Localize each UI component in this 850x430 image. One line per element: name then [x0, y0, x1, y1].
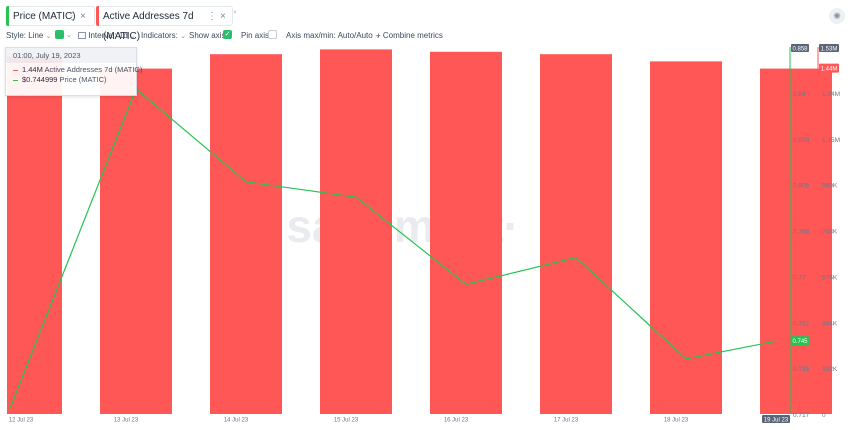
- tooltip-price-value: $0.744999: [22, 75, 58, 84]
- bar-active-addresses: [650, 61, 722, 415]
- tab-price[interactable]: Price (MATIC) ⋮ × ᵛ: [6, 6, 98, 26]
- bar-active-addresses: [430, 51, 502, 414]
- pin-axis-label: Pin axis: [241, 31, 270, 40]
- x-axis-tick-label: 18 Jul 23: [664, 418, 689, 424]
- settings-icon[interactable]: ✺: [829, 8, 845, 24]
- x-axis-tick-label: 19 Jul 23: [764, 418, 789, 424]
- chevron-down-icon: ⌄: [130, 33, 136, 40]
- chevron-down-icon: ⌄: [45, 33, 52, 40]
- price-axis-tick-label: 0.788: [793, 229, 810, 236]
- x-axis-tick-label: 14 Jul 23: [224, 418, 249, 424]
- show-axis-checkbox[interactable]: ✓: [223, 30, 232, 39]
- price-axis-max-label: 0.858: [792, 47, 808, 53]
- tooltip-addresses-value: 1.44M: [22, 65, 43, 74]
- tab-price-label: Price (MATIC): [13, 11, 76, 22]
- bar-active-addresses: [100, 68, 172, 415]
- price-axis-tick-label: 0.84: [793, 91, 806, 98]
- price-axis-tick-label: 0.735: [793, 366, 810, 373]
- tooltip-price-row: $0.744999 Price (MATIC): [6, 75, 136, 85]
- tooltip-addresses-row: 1.44M Active Addresses 7d (MATIC): [6, 65, 142, 75]
- price-last-value-badge: [791, 336, 809, 346]
- price-swatch: [13, 79, 18, 81]
- addresses-axis-max-label: 1.53M: [821, 47, 838, 53]
- indicators-select[interactable]: Indicators: ⌄: [141, 31, 186, 40]
- pin-axis-checkbox[interactable]: [268, 30, 277, 39]
- chevron-down-icon[interactable]: ⌄: [66, 32, 72, 39]
- axis-minmax-select[interactable]: Axis max/min: Auto/Auto ⌄: [286, 31, 381, 40]
- interval-label: Interval: 1d: [88, 31, 128, 40]
- pro-badge-icon: ᵛ: [233, 10, 236, 17]
- bar-active-addresses: [320, 49, 392, 415]
- metric-tabs: Price (MATIC) ⋮ × ᵛ Active Addresses 7d …: [0, 0, 850, 42]
- chevron-down-icon: ⌄: [180, 33, 187, 40]
- bar-active-addresses: [210, 54, 282, 415]
- price-axis-tick-label: 0.717: [793, 412, 810, 419]
- tooltip-date: 01:00, July 19, 2023: [6, 48, 136, 63]
- combine-metrics-label: Combine metrics: [382, 31, 443, 40]
- x-axis-tick-label: 13 Jul 23: [114, 418, 139, 424]
- plus-icon: +: [376, 31, 381, 40]
- price-last-value-label: 0.745: [792, 339, 808, 345]
- x-axis-tick-label: 16 Jul 23: [444, 418, 469, 424]
- tab-active-addresses[interactable]: Active Addresses 7d (MATIC) ⋮ × ᵛ: [96, 6, 236, 42]
- addresses-axis-tick-label: 0: [822, 412, 826, 419]
- tab-active-addresses-label: Active Addresses 7d (MATIC): [103, 11, 194, 42]
- price-axis-tick-label: 0.77: [793, 274, 806, 281]
- combine-metrics-button[interactable]: + Combine metrics: [376, 31, 443, 40]
- price-line: [9, 87, 777, 409]
- style-label: Style: Line: [6, 31, 44, 40]
- tooltip-price-label: Price (MATIC): [59, 75, 107, 84]
- interval-select[interactable]: Interval: 1d ⌄: [78, 31, 136, 40]
- bar-active-addresses: [540, 54, 612, 415]
- bar-active-addresses: [760, 68, 832, 415]
- chart-toolbar: Style: Line ⌄ ⌄ Interval: 1d ⌄ Indicator…: [0, 29, 850, 43]
- close-icon[interactable]: ×: [220, 11, 226, 22]
- addresses-axis-tick-label: 576K: [822, 274, 838, 281]
- addresses-axis-tick-label: 960K: [822, 183, 838, 190]
- tab-active-addresses-color: [96, 6, 99, 26]
- addresses-axis-tick-label: 768K: [822, 229, 838, 236]
- x-axis-active-badge: [762, 415, 790, 423]
- price-axis-tick-label: 0.752: [793, 320, 810, 327]
- x-axis-tick-label: 12 Jul 23: [9, 418, 34, 424]
- axis-minmax-label: Axis max/min: Auto/Auto: [286, 31, 373, 40]
- addresses-axis-tick-label: 1.34M: [822, 91, 840, 98]
- chevron-down-icon: ⌄: [374, 33, 381, 40]
- calendar-icon: [78, 32, 86, 40]
- bar-active-addresses: [7, 56, 62, 414]
- more-icon[interactable]: ⋮: [67, 11, 77, 22]
- color-swatch[interactable]: [55, 30, 64, 39]
- x-axis-tick-label: 15 Jul 23: [334, 418, 359, 424]
- addresses-axis-tick-label: 1.15M: [822, 137, 840, 144]
- addresses-axis-tick-label: 192K: [822, 366, 838, 373]
- addresses-axis-tick-label: 384K: [822, 320, 838, 327]
- style-select[interactable]: Style: Line ⌄: [6, 31, 51, 40]
- addresses-axis-max-badge: [819, 44, 839, 52]
- addresses-last-value-label: 1.44M: [821, 67, 838, 73]
- chart-tooltip: 01:00, July 19, 2023 1.44M Active Addres…: [5, 47, 142, 96]
- indicators-label: Indicators:: [141, 31, 178, 40]
- addresses-last-value-badge: [819, 63, 839, 73]
- price-axis-max-badge: [791, 44, 809, 52]
- price-axis-tick-label: 0.823: [793, 137, 810, 144]
- show-axis-label: Show axis: [189, 31, 226, 40]
- more-icon[interactable]: ⋮: [207, 11, 217, 22]
- addresses-swatch: [13, 69, 18, 71]
- tab-price-color: [6, 6, 9, 26]
- tooltip-addresses-label: Active Addresses 7d (MATIC): [44, 65, 143, 74]
- close-icon[interactable]: ×: [80, 11, 86, 22]
- price-axis-tick-label: 0.805: [793, 183, 810, 190]
- x-axis-tick-label: 17 Jul 23: [554, 418, 579, 424]
